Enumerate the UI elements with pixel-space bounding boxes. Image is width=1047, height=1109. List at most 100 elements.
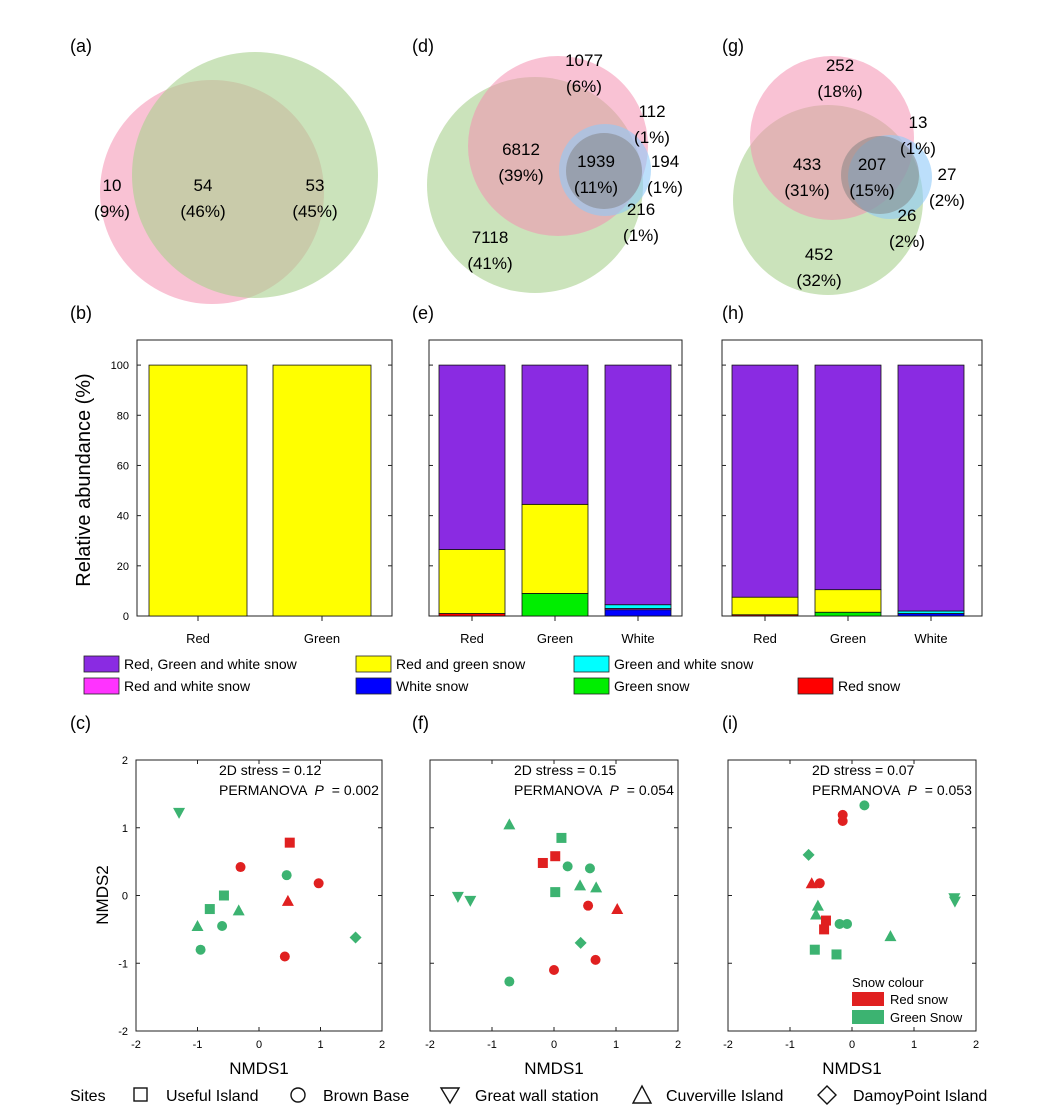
panel-label-a: (a) [70, 36, 92, 56]
legend-label: Red and white snow [124, 678, 251, 694]
scatter-point-square [550, 887, 561, 898]
scatter-point-circle [235, 862, 246, 873]
x-tick-label: White [914, 631, 947, 646]
scatter-point-diamond [349, 931, 362, 944]
bar-segment [272, 364, 372, 617]
bar-segment [814, 589, 882, 613]
scatter-point-circle [834, 918, 845, 929]
panel-label-h: (h) [722, 303, 744, 323]
venn-g-pct-white: (2%) [929, 191, 965, 210]
sites-triangle-up-icon [631, 1084, 653, 1104]
bar-y-axis-title: Relative abundance (%) [73, 373, 95, 586]
legend-label: Green and white snow [614, 656, 754, 672]
venn-g-pct-greenwhite: (2%) [889, 232, 925, 251]
legend-swatch [573, 655, 610, 673]
venn-g-count-red: 252 [826, 56, 854, 75]
scatter-point-triangle-up [884, 930, 897, 942]
scatter-point-square [809, 944, 820, 955]
bar-chart-h: Red Green White [721, 339, 983, 646]
nmds-annotations: 2D stress = 0.12 PERMANOVA P = 0.002 2D … [219, 762, 972, 798]
scatter-point-circle [195, 944, 206, 955]
y-tick-label: 40 [117, 511, 129, 523]
x-tick-label: -1 [487, 1039, 497, 1051]
venn-a-count-green: 53 [306, 176, 325, 195]
y-tick-label: 60 [117, 460, 129, 472]
nmds-x-axis-title: NMDS1 [822, 1059, 882, 1078]
permanova-i-value: = 0.053 [925, 782, 972, 798]
nmds-plot-f: -2 -1 0 1 2 NMDS1 [425, 759, 681, 1078]
scatter-point-circle [313, 878, 324, 889]
y-tick-label: 1 [122, 823, 128, 835]
venn-d-pct-green: (41%) [467, 254, 512, 273]
scatter-point-triangle-down [173, 807, 186, 819]
venn-g-count-redwhite: 13 [909, 113, 928, 132]
panel-label-b: (b) [70, 303, 92, 323]
sites-legend-brown-base: Brown Base [323, 1088, 409, 1105]
scatter-point-square [820, 915, 831, 926]
scatter-point-circle [842, 918, 853, 929]
sites-legend: Sites Useful Island Brown Base Great wal… [70, 1084, 987, 1105]
scatter-point-circle [562, 861, 573, 872]
bar-plot-frame [136, 339, 393, 617]
venn-a-pct-shared: (46%) [180, 202, 225, 221]
venn-g-core-circle [841, 136, 919, 214]
x-tick-label: -2 [425, 1039, 435, 1051]
y-tick-label: -1 [118, 958, 128, 970]
snow-legend-red-label: Red snow [890, 992, 948, 1007]
x-tick-label: Green [537, 631, 573, 646]
y-tick-label: 80 [117, 410, 129, 422]
venn-a-pct-red: (9%) [94, 202, 130, 221]
permanova-c: PERMANOVA P = 0.002 [219, 782, 379, 798]
venn-d-count-redgreen: 6812 [502, 140, 540, 159]
venn-d-count-red: 1077 [565, 51, 603, 70]
x-tick-label: 0 [551, 1039, 557, 1051]
y-tick-label: 0 [122, 891, 128, 903]
scatter-point-circle [837, 815, 848, 826]
scatter-point-circle [281, 870, 292, 881]
x-tick-label: 1 [317, 1039, 323, 1051]
legend-swatch [797, 677, 834, 695]
x-tick-label: Red [460, 631, 484, 646]
scatter-point-triangle-down [948, 896, 961, 908]
legend-swatch [83, 655, 120, 673]
scatter-point-circle [504, 976, 515, 987]
nmds-x-axis-title: NMDS1 [524, 1059, 584, 1078]
permanova-f-value: = 0.054 [627, 782, 674, 798]
venn-g-count-white: 27 [938, 165, 957, 184]
scatter-point-triangle-up [810, 908, 823, 920]
venn-d-pct-redwhite: (1%) [634, 128, 670, 147]
snow-legend-green-swatch [852, 1010, 884, 1024]
x-tick-label: -1 [193, 1039, 203, 1051]
scatter-point-circle [279, 951, 290, 962]
y-tick-label: 100 [111, 360, 129, 372]
nmds-x-axis-title: NMDS1 [229, 1059, 289, 1078]
scatter-point-square [284, 837, 295, 848]
x-tick-label: -2 [131, 1039, 141, 1051]
category-legend: Red, Green and white snow Red and green s… [83, 655, 901, 695]
sites-triangle-down-icon [439, 1087, 461, 1105]
x-tick-label: Green [304, 631, 340, 646]
permanova-f-p: P [610, 782, 620, 798]
scatter-point-triangle-up [811, 899, 824, 911]
bar-segment [604, 364, 672, 606]
scatter-point-circle [217, 920, 228, 931]
nmds-plot-c: -2-2 -1 -1 0 0 1 1 2 2 NMDS1 [118, 755, 385, 1078]
scatter-point-triangle-up [611, 903, 624, 915]
sites-diamond-icon [817, 1085, 837, 1105]
permanova-i: PERMANOVA P = 0.053 [812, 782, 972, 798]
venn-d-count-greenwhite: 216 [627, 200, 655, 219]
permanova-c-label: PERMANOVA [219, 782, 308, 798]
panel-label-g: (g) [722, 36, 744, 56]
legend-label: Red, Green and white snow [124, 656, 298, 672]
x-tick-label: 2 [675, 1039, 681, 1051]
scatter-point-square [831, 949, 842, 960]
nmds-plot-i: -2 -1 0 1 2 NMDS1 [723, 759, 979, 1078]
bar-segment [897, 364, 965, 612]
scatter-point-triangle-up [191, 919, 204, 931]
y-tick-label: 20 [117, 561, 129, 573]
x-tick-label: 2 [973, 1039, 979, 1051]
venn-g-pct-red: (18%) [817, 82, 862, 101]
venn-d-pct-redgreen: (39%) [498, 166, 543, 185]
x-tick-label: White [621, 631, 654, 646]
venn-d-pct-all: (11%) [574, 178, 618, 197]
